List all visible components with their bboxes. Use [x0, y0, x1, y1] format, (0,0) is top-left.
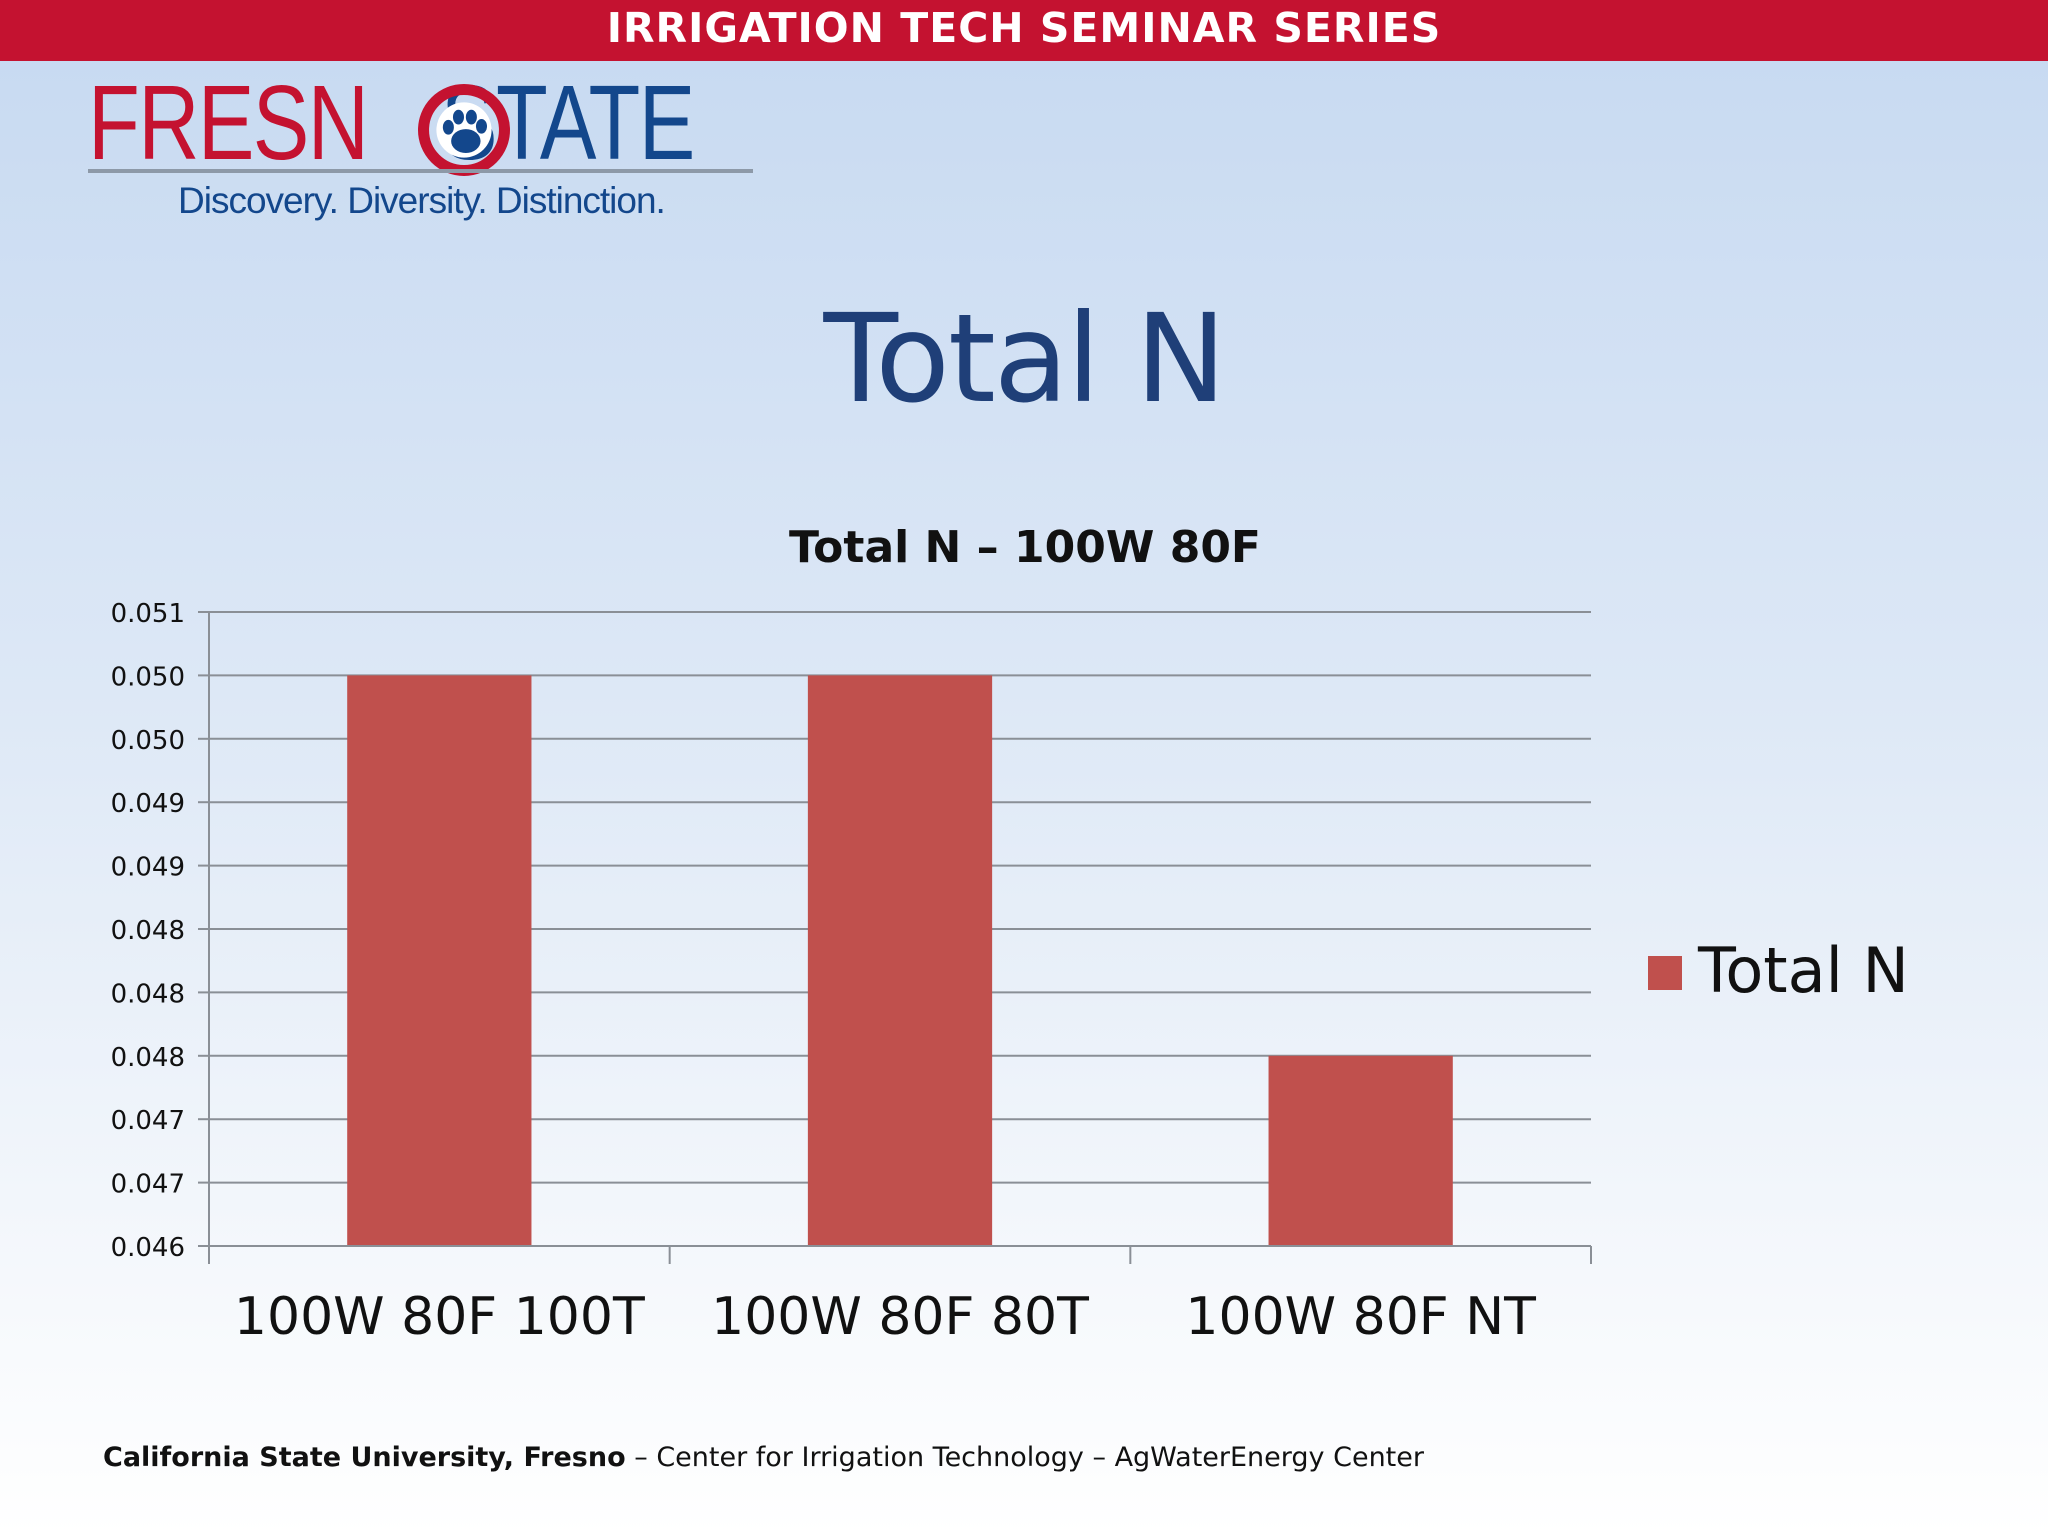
bar-2	[807, 675, 993, 1246]
slide-title: Total N	[823, 288, 1227, 430]
y-tick-label: 0.047	[111, 1106, 185, 1136]
y-tick-label: 0.046	[111, 1233, 185, 1263]
y-tick-label: 0.047	[111, 1170, 185, 1200]
y-tick-label: 0.050	[111, 726, 185, 756]
total-n-bar-chart: Total N – 100W 80F 0.046 0.047 0.047 0.048 0…	[111, 522, 1909, 1347]
logo-divider	[88, 169, 753, 173]
logo-wordmark: FRESN STATE	[88, 70, 695, 176]
x-category-label: 100W 80F 80T	[711, 1287, 1089, 1347]
x-category-label: 100W 80F NT	[1185, 1287, 1536, 1347]
logo-tagline: Discovery. Diversity. Distinction.	[178, 180, 666, 221]
seminar-series-banner: IRRIGATION TECH SEMINAR SERIES	[0, 0, 2048, 61]
bar-1	[347, 675, 532, 1246]
legend-label: Total N	[1697, 934, 1909, 1007]
bar-3	[1268, 1055, 1453, 1246]
logo-word-fresno: FRESN	[88, 64, 369, 182]
y-tick-label: 0.050	[111, 662, 185, 692]
x-category-label: 100W 80F 100T	[234, 1287, 645, 1347]
y-tick-label: 0.048	[111, 916, 185, 946]
y-tick-label: 0.049	[111, 789, 185, 819]
y-tick-label: 0.051	[111, 599, 185, 629]
footer-centers: – Center for Irrigation Technology – AgW…	[625, 1442, 1424, 1473]
chart-title: Total N – 100W 80F	[789, 522, 1261, 573]
fresno-state-logo: FRESN STATE Discovery. Diversity. Distinc…	[88, 70, 753, 230]
footer-credits: California State University, Fresno – Ce…	[103, 1442, 1424, 1473]
y-tick-label: 0.048	[111, 1043, 185, 1073]
footer-institution: California State University, Fresno	[103, 1442, 626, 1473]
legend-swatch	[1648, 956, 1682, 990]
y-tick-label: 0.048	[111, 979, 185, 1009]
y-tick-label: 0.049	[111, 853, 185, 883]
